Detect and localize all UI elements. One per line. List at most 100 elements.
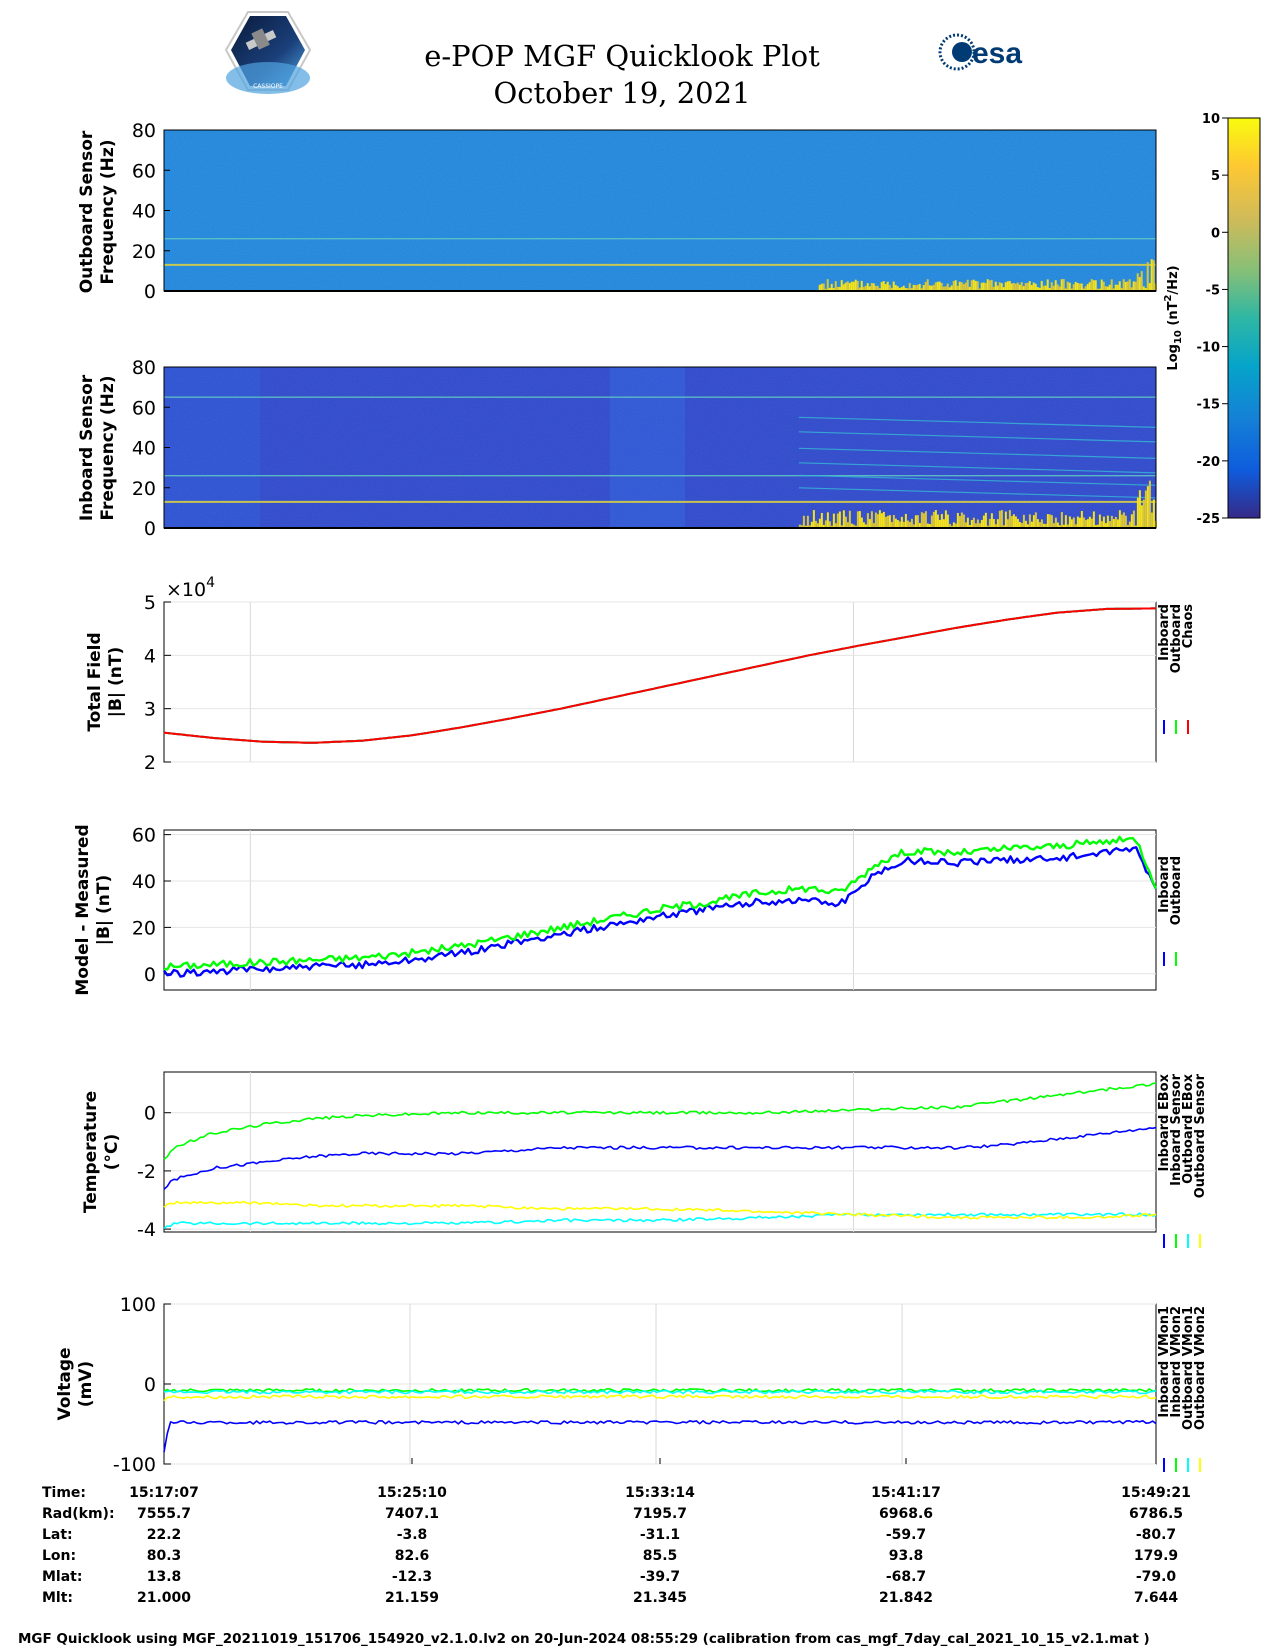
activity-column	[1138, 490, 1141, 528]
activity-column	[838, 511, 841, 528]
activity-column	[954, 523, 957, 528]
activity-column	[834, 523, 837, 528]
activity-column	[1132, 510, 1135, 528]
legend-label: Inboard	[1157, 856, 1172, 913]
drifting-trace	[798, 474, 1157, 486]
orbit-row-label: Time:	[42, 1485, 86, 1501]
activity-column	[968, 525, 971, 528]
activity-column	[1140, 505, 1143, 528]
activity-column	[912, 284, 915, 291]
activity-column	[1050, 515, 1053, 528]
activity-column	[984, 512, 987, 528]
activity-column	[964, 282, 967, 291]
activity-column	[1086, 284, 1089, 291]
orbit-value: -3.8	[397, 1527, 428, 1543]
legend-label: Inboard	[1157, 604, 1172, 661]
activity-column	[1070, 519, 1073, 528]
activity-column	[1126, 281, 1129, 291]
activity-column	[938, 519, 941, 528]
legend-label: Inboard VMon1	[1157, 1306, 1172, 1418]
activity-column	[842, 284, 845, 291]
orbit-value: 15:49:21	[1121, 1485, 1191, 1501]
activity-column	[1034, 283, 1037, 291]
activity-column	[1010, 516, 1013, 528]
activity-column	[1082, 288, 1085, 291]
activity-column	[1146, 486, 1149, 528]
legend-label: Outboard VMon2	[1193, 1306, 1208, 1430]
activity-column	[870, 282, 873, 291]
activity-column	[896, 286, 899, 291]
activity-column	[876, 514, 879, 528]
activity-column	[966, 279, 969, 291]
activity-column	[1006, 519, 1009, 528]
activity-column	[1092, 511, 1095, 528]
ylabel-line2: (mV)	[76, 1361, 96, 1407]
orbit-value: 85.5	[643, 1548, 678, 1564]
ytick-label: 80	[132, 357, 156, 379]
activity-column	[994, 281, 997, 291]
activity-column	[1026, 524, 1029, 528]
inboard-ylabel-line2: Frequency (Hz)	[98, 375, 118, 520]
activity-column	[1070, 288, 1073, 291]
activity-column	[942, 286, 945, 291]
activity-column	[916, 284, 919, 291]
activity-column	[818, 284, 821, 291]
activity-column	[1092, 280, 1095, 291]
activity-column	[910, 518, 913, 528]
activity-column	[820, 512, 823, 528]
activity-column	[1040, 519, 1043, 528]
activity-column	[988, 280, 991, 291]
activity-column	[812, 510, 815, 528]
activity-column	[956, 512, 959, 528]
activity-column	[1006, 281, 1009, 291]
activity-column	[858, 511, 861, 528]
activity-column	[986, 279, 989, 291]
activity-column	[906, 520, 909, 528]
activity-column	[1150, 512, 1153, 528]
activity-column	[1114, 284, 1117, 291]
activity-column	[838, 286, 841, 291]
inboard-spectral-lines	[164, 396, 1157, 503]
activity-column	[1080, 510, 1083, 528]
activity-column	[1042, 285, 1045, 291]
activity-column	[836, 513, 839, 528]
series-line-outboard-vmon1	[163, 1389, 1157, 1395]
activity-column	[928, 285, 931, 291]
activity-column	[912, 524, 915, 528]
activity-column	[1118, 281, 1121, 291]
activity-column	[950, 525, 953, 528]
ytick-label: 20	[132, 241, 156, 263]
activity-column	[1024, 283, 1027, 291]
drifting-trace	[798, 487, 1157, 499]
activity-column	[864, 524, 867, 528]
activity-column	[984, 283, 987, 291]
activity-column	[1104, 523, 1107, 528]
activity-column	[1076, 282, 1079, 291]
activity-column	[892, 281, 895, 291]
series-line-outboard-ebox	[163, 1212, 1157, 1230]
activity-column	[890, 287, 893, 291]
activity-column	[936, 281, 939, 291]
activity-column	[856, 511, 859, 528]
activity-column	[1100, 279, 1103, 291]
activity-column	[938, 281, 941, 291]
activity-column	[1094, 280, 1097, 291]
activity-column	[1058, 525, 1061, 528]
activity-column	[988, 518, 991, 528]
orbit-row-label: Mlat:	[42, 1569, 82, 1585]
activity-column	[1084, 286, 1087, 291]
activity-column	[916, 515, 919, 528]
outboard-ylabel-line2: Frequency (Hz)	[98, 139, 118, 284]
activity-column	[874, 285, 877, 291]
ytick-label: 20	[132, 478, 156, 500]
activity-column	[974, 280, 977, 291]
activity-column	[976, 281, 979, 291]
voltage-panel: 100 0 -100 Voltage (mV) Inboard VMon1Inboard …	[55, 1294, 1208, 1476]
activity-column	[866, 513, 869, 528]
activity-column	[1044, 285, 1047, 291]
ytick-label: 0	[144, 1103, 156, 1125]
activity-column	[1130, 514, 1133, 528]
series-line-outboard-sensor	[163, 1200, 1157, 1220]
ylabel-line1: Model - Measured	[73, 824, 93, 995]
colorbar-tick-label: -10	[1197, 341, 1221, 356]
